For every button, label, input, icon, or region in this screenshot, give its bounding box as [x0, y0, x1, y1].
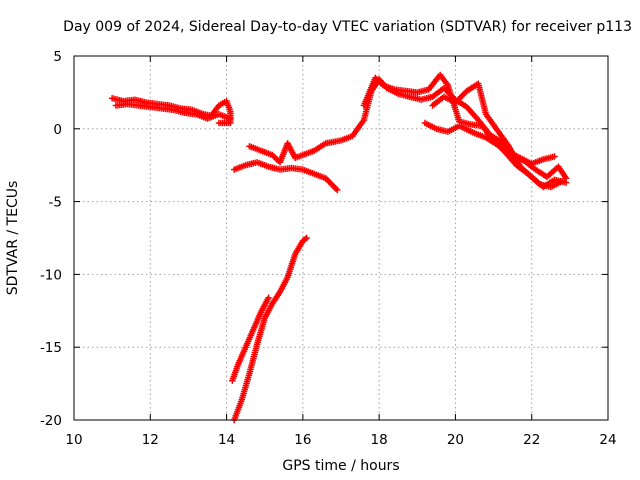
series-arc-9 [229, 294, 272, 384]
y-tick-label: 5 [53, 49, 62, 65]
y-tick-label: -15 [40, 340, 62, 356]
series-arc-5 [429, 80, 570, 191]
x-tick-label: 14 [218, 432, 235, 448]
data-point [227, 115, 234, 122]
y-axis-label: SDTVAR / TECUs [5, 181, 21, 296]
y-tick-label: -10 [40, 267, 62, 283]
series-arc-8 [231, 234, 310, 424]
x-tick-label: 22 [523, 432, 540, 448]
data-point [551, 153, 558, 160]
plot-frame [73, 55, 609, 421]
series-arc-4 [360, 71, 566, 191]
x-tick-label: 12 [142, 432, 159, 448]
series-arc-2 [112, 100, 234, 122]
axis-ticks: 10 12 14 16 18 20 22 24 -20 -15 -10 -5 0 5 [40, 49, 617, 448]
data-point [333, 186, 341, 194]
y-tick-label: -5 [49, 195, 62, 211]
data-point [303, 234, 310, 242]
x-tick-label: 20 [447, 432, 464, 448]
data-point [215, 119, 223, 127]
data-series [108, 71, 570, 424]
gridlines [74, 56, 608, 420]
x-tick-label: 16 [294, 432, 311, 448]
data-point [265, 294, 272, 301]
x-tick-label: 10 [65, 432, 82, 448]
data-point [302, 235, 309, 243]
x-axis-label: GPS time / hours [282, 458, 399, 474]
chart-title: Day 009 of 2024, Sidereal Day-to-day VTE… [63, 19, 632, 35]
x-tick-label: 18 [371, 432, 388, 448]
x-tick-label: 24 [599, 432, 616, 448]
series-arc-6 [421, 119, 558, 167]
y-tick-label: -20 [40, 413, 62, 429]
y-tick-label: 0 [53, 122, 62, 138]
data-point [562, 179, 570, 186]
series-arc-7 [231, 159, 341, 194]
